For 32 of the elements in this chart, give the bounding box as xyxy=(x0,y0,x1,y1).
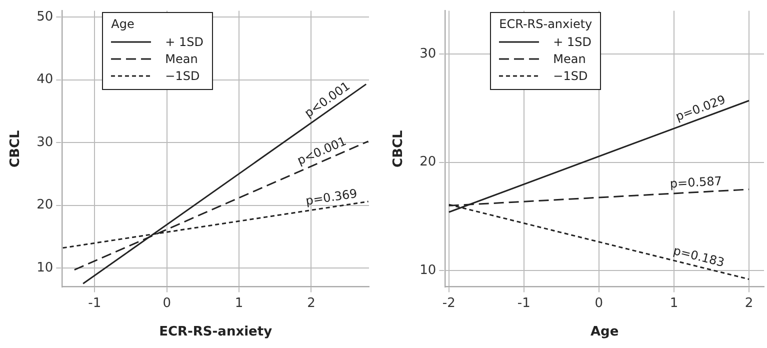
x-axis-title: ECR-RS-anxiety xyxy=(159,324,273,340)
x-tick-label: 1 xyxy=(234,296,244,311)
annotation: p=0.183 xyxy=(672,243,726,270)
y-axis-title: CBCL xyxy=(391,130,406,168)
y-tick-label: 10 xyxy=(36,260,54,276)
y-axis-title: CBCL xyxy=(8,130,24,168)
legend-label: −1SD xyxy=(165,69,200,84)
legend-label: Mean xyxy=(553,52,586,66)
x-tick-label: 2 xyxy=(744,296,754,311)
x-tick-label: 0 xyxy=(594,296,604,311)
x-tick-label: -1 xyxy=(88,296,102,311)
y-tick-label: 20 xyxy=(420,154,436,170)
y-tick-label: 30 xyxy=(36,134,54,150)
legend-title: Age xyxy=(111,16,136,31)
y-tick-label: 40 xyxy=(36,72,54,88)
legend-label: −1SD xyxy=(553,69,588,84)
legend-label: + 1SD xyxy=(553,35,592,50)
y-tick-label: 20 xyxy=(36,198,54,213)
x-tick-label: 0 xyxy=(162,296,171,311)
x-tick-label: -1 xyxy=(517,296,530,311)
annotation: p=0.369 xyxy=(304,186,358,208)
y-tick-label: 50 xyxy=(36,9,54,24)
x-axis-title: Age xyxy=(590,324,619,340)
legend-title: ECR-RS-anxiety xyxy=(499,16,592,31)
x-tick-label: 1 xyxy=(670,296,678,311)
legend-label: + 1SD xyxy=(165,35,204,50)
x-tick-label: 2 xyxy=(307,296,316,311)
y-tick-label: 10 xyxy=(420,262,436,278)
y-tick-label: 30 xyxy=(420,46,436,62)
annotation: p=0.587 xyxy=(670,174,722,191)
legend-label: Mean xyxy=(165,52,198,66)
x-tick-label: -2 xyxy=(442,296,456,311)
